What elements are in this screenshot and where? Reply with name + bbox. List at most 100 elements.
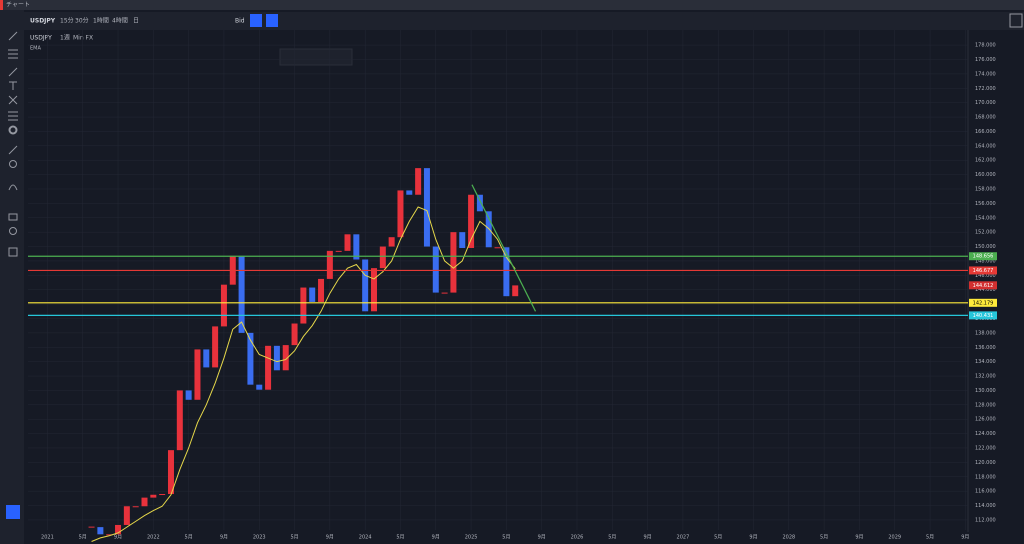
candle — [309, 287, 316, 302]
candle — [468, 194, 475, 248]
layout-button[interactable] — [1009, 13, 1023, 28]
trend-line — [471, 184, 537, 312]
interval-button[interactable]: 30分 — [75, 17, 89, 25]
y-tick-label: 128.000 — [975, 402, 996, 408]
candle — [106, 534, 113, 536]
y-tick-label: 172.000 — [975, 86, 996, 92]
x-tick-label: 9月 — [538, 535, 546, 541]
y-tick-label: 114.000 — [975, 503, 996, 509]
x-tick-label: 5月 — [608, 535, 616, 541]
y-tick-label: 122.000 — [975, 445, 996, 451]
y-tick-label: 152.000 — [975, 230, 996, 236]
line-tool[interactable] — [8, 31, 18, 41]
y-tick-label: 156.000 — [975, 201, 996, 207]
drawing-toolbar — [279, 48, 353, 66]
y-tick-label: 124.000 — [975, 431, 996, 437]
x-tick-label: 5月 — [926, 535, 934, 541]
x-tick-label: 9月 — [749, 535, 757, 541]
candle — [265, 345, 272, 390]
x-tick-label: 9月 — [114, 535, 122, 541]
candle — [97, 527, 104, 535]
pattern-tool[interactable] — [8, 95, 18, 105]
chart-broker: Min FX — [73, 35, 93, 42]
magnet-tool[interactable] — [8, 184, 18, 191]
y-tick-label: 168.000 — [975, 115, 996, 121]
interval-button[interactable]: 1時間 — [93, 17, 109, 25]
text-tool[interactable] — [9, 81, 17, 90]
lock-tool[interactable] — [8, 213, 18, 221]
candle — [150, 494, 157, 498]
title-accent — [0, 0, 3, 10]
chart-style-button[interactable] — [266, 14, 278, 27]
x-tick-label: 2027 — [677, 535, 690, 541]
level-tag — [969, 298, 997, 307]
level-label: 146.677 — [973, 268, 994, 274]
level-tag — [969, 281, 997, 290]
candle — [282, 345, 289, 371]
y-tick-label: 144.000 — [975, 287, 996, 293]
window-title: チャート — [6, 2, 30, 9]
favorite-tool[interactable] — [6, 505, 20, 519]
y-tick-label: 160.000 — [975, 172, 996, 178]
projection-tool[interactable] — [8, 111, 18, 121]
delete-tool[interactable] — [8, 247, 18, 257]
y-tick-label: 134.000 — [975, 359, 996, 365]
line-style-button[interactable] — [250, 14, 262, 27]
y-tick-label: 136.000 — [975, 345, 996, 351]
y-tick-label: 166.000 — [975, 129, 996, 135]
top-toolbar — [24, 12, 1024, 30]
candle — [291, 323, 298, 346]
x-tick-label: 2021 — [41, 535, 54, 541]
candle — [273, 345, 280, 371]
candle — [353, 234, 360, 260]
level-tag — [969, 266, 997, 275]
y-tick-label: 162.000 — [975, 158, 996, 164]
x-tick-label: 5月 — [502, 535, 510, 541]
plot: 112.000 114.000 116.000 118.000 120.000 122.0… — [28, 30, 997, 542]
interval-buttons: 15分 30分 1時間 4時間日 — [60, 17, 139, 25]
x-tick-label: 2023 — [253, 535, 266, 541]
interval-button[interactable]: 日 — [133, 18, 139, 25]
chart-interval: 1週 — [60, 34, 70, 42]
title-bar — [0, 0, 1024, 10]
x-tick-label: 2029 — [888, 535, 901, 541]
measure-tool[interactable] — [8, 145, 18, 155]
candle — [432, 246, 439, 293]
tool-icons — [8, 31, 18, 257]
x-tick-label: 9月 — [432, 535, 440, 541]
zoom-tool[interactable] — [9, 160, 17, 168]
x-tick-label: 2024 — [359, 535, 372, 541]
candle — [441, 292, 448, 294]
hide-tool[interactable] — [9, 227, 17, 235]
candle — [362, 259, 369, 312]
y-tick-label: 146.000 — [975, 273, 996, 279]
x-tick-label: 5月 — [79, 535, 87, 541]
x-tick-label: 2028 — [782, 535, 795, 541]
interval-button[interactable]: 4時間 — [112, 17, 128, 25]
candle — [318, 278, 325, 302]
candle — [397, 190, 404, 238]
candle — [115, 524, 122, 535]
fib-tool[interactable] — [8, 49, 18, 59]
candle — [415, 168, 422, 195]
price-side[interactable]: Bid — [235, 18, 245, 25]
candle — [176, 390, 183, 451]
candle — [247, 332, 254, 385]
candle — [512, 285, 519, 297]
toolbar-symbol[interactable]: USDJPY — [30, 18, 56, 25]
shape-tool[interactable] — [8, 125, 18, 135]
candle — [300, 287, 307, 324]
candle — [220, 284, 227, 327]
candle — [185, 390, 192, 400]
y-tick-label: 120.000 — [975, 460, 996, 466]
y-tick-label: 178.000 — [975, 43, 996, 49]
left-toolbar — [0, 10, 24, 544]
y-tick-label: 174.000 — [975, 71, 996, 77]
brush-tool[interactable] — [8, 67, 18, 77]
candle — [406, 190, 413, 195]
x-tick-label: 5月 — [396, 535, 404, 541]
y-tick-label: 118.000 — [975, 474, 996, 480]
interval-button[interactable]: 15分 — [60, 17, 74, 25]
candle — [379, 246, 386, 269]
x-tick-label: 9月 — [326, 535, 334, 541]
